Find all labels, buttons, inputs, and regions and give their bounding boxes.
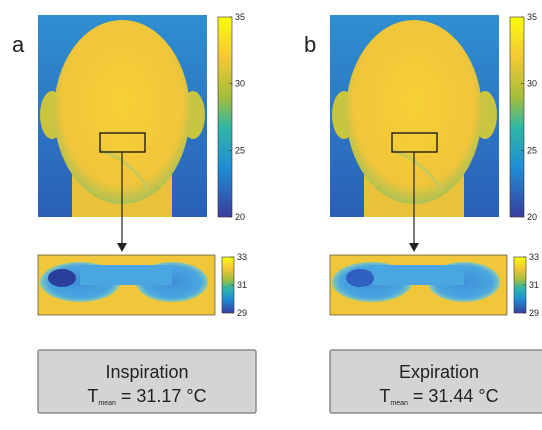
colorbar-tick-label: 35 bbox=[527, 12, 537, 22]
roi-blob bbox=[80, 265, 172, 285]
panel: b 35 30 25 20 33 31 29 Expiration Tmean = 31.44 °C bbox=[304, 12, 542, 414]
result-box bbox=[37, 349, 257, 414]
colorbar-tick-label: 31 bbox=[529, 280, 539, 290]
condition-label: Expiration bbox=[399, 362, 479, 382]
temperature-value: = 31.17 °C bbox=[121, 386, 207, 406]
arrow-head bbox=[409, 243, 419, 252]
roi-image bbox=[329, 254, 508, 316]
temperature-subscript: mean bbox=[390, 400, 408, 407]
temperature-subscript: mean bbox=[98, 400, 116, 407]
colorbar-tick-label: 31 bbox=[237, 280, 247, 290]
colorbar-tick-label: 25 bbox=[527, 145, 537, 155]
condition-label: Inspiration bbox=[105, 362, 188, 382]
colorbar-tick-label: 33 bbox=[237, 252, 247, 262]
roi-image bbox=[37, 254, 216, 316]
colorbar-tick-label: 35 bbox=[235, 12, 245, 22]
temperature-label: Tmean = 31.17 °C bbox=[87, 386, 206, 407]
temperature-symbol: T bbox=[87, 386, 98, 406]
colorbar-tick-label: 30 bbox=[527, 79, 537, 89]
face bbox=[346, 20, 482, 204]
colorbar-tick-label: 20 bbox=[235, 212, 245, 222]
colorbar bbox=[217, 16, 233, 218]
roi-spot bbox=[48, 269, 76, 287]
face bbox=[54, 20, 190, 204]
colorbar-tick-label: 29 bbox=[237, 308, 247, 318]
colorbar-tick-label: 33 bbox=[529, 252, 539, 262]
panel-label: a bbox=[12, 32, 25, 57]
panel-label: b bbox=[304, 32, 316, 57]
colorbar-tick-label: 25 bbox=[235, 145, 245, 155]
roi-spot bbox=[346, 269, 374, 287]
arrow-head bbox=[117, 243, 127, 252]
panel: a 35 30 25 20 33 31 29 Inspiration Tmean = 31.17 °… bbox=[12, 12, 257, 414]
temperature-value: = 31.44 °C bbox=[413, 386, 499, 406]
colorbar bbox=[509, 16, 525, 218]
colorbar-tick-label: 29 bbox=[529, 308, 539, 318]
result-box bbox=[329, 349, 542, 414]
roi-blob bbox=[372, 265, 464, 285]
temperature-symbol: T bbox=[379, 386, 390, 406]
colorbar-tick-label: 30 bbox=[235, 79, 245, 89]
colorbar-tick-label: 20 bbox=[527, 212, 537, 222]
thermal-image bbox=[38, 15, 207, 217]
temperature-label: Tmean = 31.44 °C bbox=[379, 386, 498, 407]
